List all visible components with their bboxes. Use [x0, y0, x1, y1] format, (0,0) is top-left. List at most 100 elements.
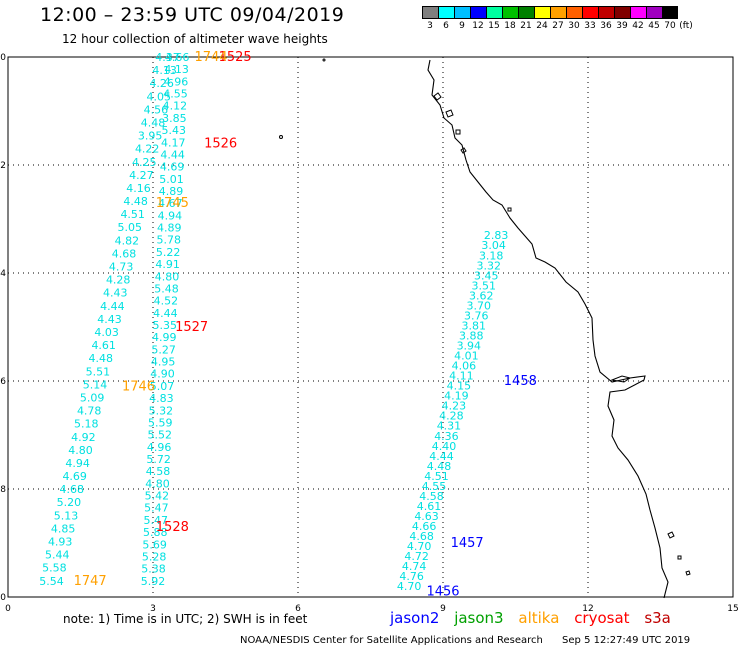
map-title: 12:00 – 23:59 UTC 09/04/2019 [40, 4, 345, 26]
y-tick-label: -4 [0, 269, 6, 279]
swh-value: 3.18 [479, 249, 504, 262]
swh-value: 4.61 [417, 500, 442, 513]
x-tick-label: 6 [295, 604, 301, 614]
y-tick-label: -6 [0, 377, 6, 387]
swh-value: 4.82 [115, 234, 140, 247]
swh-value: 4.58 [419, 490, 444, 503]
islands [279, 58, 691, 576]
scale-swatch [486, 6, 502, 19]
swh-value: 4.13 [152, 64, 177, 77]
swh-value: 4.48 [141, 116, 166, 129]
swh-value: 4.15 [447, 380, 472, 393]
swh-value: 4.17 [161, 136, 186, 149]
swh-value: 4.89 [159, 185, 184, 198]
swh-value: 3.51 [471, 279, 496, 292]
swh-value: 4.83 [149, 392, 174, 405]
pass-label: 1525 [219, 50, 252, 65]
pass-label: 1528 [156, 520, 189, 535]
swh-value: 4.13 [164, 63, 189, 76]
pass-label: 1745 [156, 196, 189, 211]
scale-label: 33 [584, 21, 596, 31]
swh-value: 4.92 [71, 431, 96, 444]
swh-value: 4.40 [432, 440, 457, 453]
legend-cryosat: cryosat [574, 609, 630, 627]
swh-value: 4.76 [399, 570, 424, 583]
swh-value: 4.80 [68, 444, 93, 457]
scale-label: 27 [552, 21, 564, 31]
swh-value: 5.42 [145, 490, 170, 503]
swh-value: 5.13 [54, 509, 79, 522]
scale-label: 45 [648, 21, 660, 31]
scale-swatch [630, 6, 646, 19]
scale-label: 39 [616, 21, 628, 31]
swh-value: 4.16 [126, 182, 151, 195]
swh-value: 4.95 [151, 356, 176, 369]
x-tick-label: 12 [582, 604, 593, 614]
scale-label: 70 [664, 21, 676, 31]
scale-label: 24 [536, 21, 548, 31]
swh-value: 5.54 [39, 575, 64, 588]
swh-value: 4.44 [429, 450, 454, 463]
swh-value: 4.48 [123, 195, 148, 208]
units-note: note: 1) Time is in UTC; 2) SWH is in fe… [63, 612, 308, 626]
swh-value: 4.26 [149, 77, 174, 90]
swh-value: 5.28 [142, 550, 167, 563]
swh-value: 4.69 [62, 470, 87, 483]
scale-swatch [534, 6, 550, 19]
swh-value: 4.37 [155, 51, 180, 64]
swh-value: 5.05 [118, 221, 143, 234]
scale-label: 15 [488, 21, 500, 31]
swh-value: 5.88 [143, 526, 168, 539]
swh-value: 3.85 [162, 112, 187, 125]
swh-value: 5.52 [147, 429, 172, 442]
swh-value: 4.94 [158, 209, 183, 222]
swh-value: 4.44 [160, 148, 185, 161]
swh-value: 5.92 [141, 575, 166, 588]
swh-value: 4.96 [147, 441, 172, 454]
swh-value: 4.78 [77, 405, 102, 418]
swh-value: 4.03 [94, 326, 119, 339]
swh-value: 4.74 [402, 560, 427, 573]
scale-label: 12 [472, 21, 484, 31]
pass-label: 1457 [451, 536, 484, 551]
scale-swatch [422, 6, 438, 19]
swh-value: 5.18 [74, 418, 99, 431]
scale-swatch [550, 6, 566, 19]
swh-value: 4.28 [439, 410, 464, 423]
legend-jason3: jason3 [454, 609, 504, 627]
swh-value: 4.73 [109, 261, 134, 274]
scale-label: 21 [520, 21, 532, 31]
swh-value: 3.04 [481, 239, 506, 252]
swh-value: 5.27 [151, 343, 176, 356]
swh-value: 4.68 [409, 530, 434, 543]
pass-label: 1527 [175, 320, 208, 335]
swh-value: 5.20 [57, 496, 82, 509]
scale-swatch [598, 6, 614, 19]
swh-value: 4.96 [164, 75, 189, 88]
map-subtitle: 12 hour collection of altimeter wave hei… [62, 32, 328, 46]
swh-value: 4.36 [434, 430, 459, 443]
swh-value: 4.89 [157, 222, 182, 235]
swh-value: 4.43 [103, 287, 128, 300]
swh-value: 5.35 [153, 319, 178, 332]
swh-value: 4.70 [407, 540, 432, 553]
swh-value: 4.51 [120, 208, 145, 221]
swh-value: 4.25 [132, 156, 157, 169]
swh-value: 4.69 [160, 161, 185, 174]
swh-value: 5.47 [144, 514, 169, 527]
swh-value: 4.27 [129, 169, 154, 182]
pass-label: 1456 [426, 585, 459, 600]
pass-label: 1747 [74, 574, 107, 589]
swh-value: 4.28 [106, 274, 131, 287]
scale-swatch [614, 6, 630, 19]
swh-value: 5.38 [141, 563, 166, 576]
satellite-legend: jason2 jason3 altika cryosat s3a [390, 609, 681, 627]
pass-label: 1746 [122, 379, 155, 394]
scale-swatch [470, 6, 486, 19]
swh-value: 4.06 [452, 360, 477, 373]
y-tick-label: -8 [0, 485, 6, 495]
swh-value: 5.72 [146, 453, 171, 466]
pass-label: 1744 [194, 50, 227, 65]
x-tick-label: 0 [5, 604, 11, 614]
